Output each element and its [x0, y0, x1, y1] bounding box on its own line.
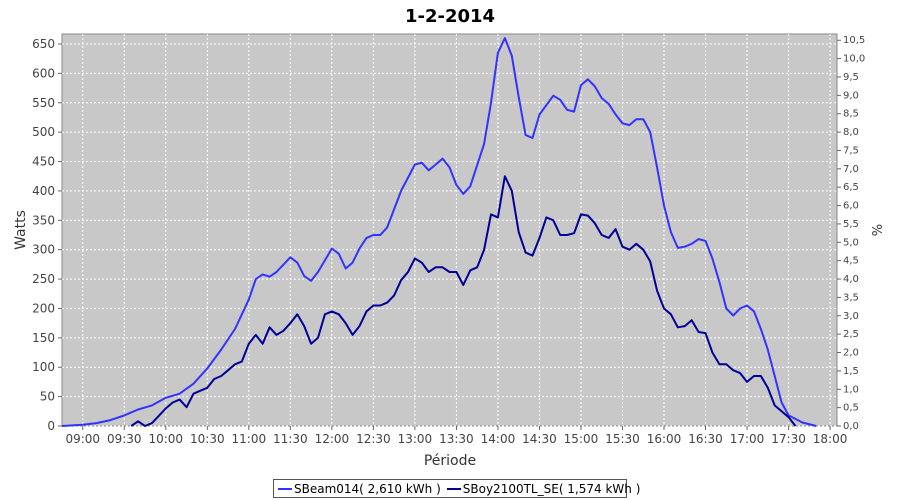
y-tick-label: 600	[32, 66, 55, 80]
y2-tick-label: 9,0	[843, 90, 859, 101]
legend-label-sboy: SBoy2100TL_SE( 1,574 kWh )	[462, 481, 641, 496]
y-tick-label: 300	[32, 243, 55, 257]
x-axis: 09:00 09:30 10:00 10:30 11:00 11:30 12:00 12:30…	[65, 426, 847, 446]
plot-area	[61, 33, 838, 427]
y2-tick-label: 7,5	[843, 145, 859, 156]
y-tick-label: 350	[32, 213, 55, 227]
x-tick-label: 15:30	[605, 432, 640, 446]
x-tick-label: 10:00	[148, 432, 183, 446]
x-axis-label: Période	[424, 453, 476, 469]
series-group	[61, 37, 817, 427]
y2-tick-label: 10,0	[843, 54, 865, 65]
y2-tick-label: 2,0	[843, 348, 859, 359]
y-tick-label: 150	[32, 331, 55, 345]
y2-tick-label: 1,0	[843, 384, 859, 395]
series-line-1	[130, 175, 797, 427]
y2-tick-label: 5,5	[843, 219, 859, 230]
x-tick-label: 12:30	[356, 432, 391, 446]
y-axis-label: Watts	[13, 210, 29, 250]
x-tick-label: 14:00	[481, 432, 516, 446]
x-tick-label: 14:30	[522, 432, 557, 446]
y2-tick-label: 6,5	[843, 182, 859, 193]
y2-tick-label: 1,5	[843, 366, 859, 377]
legend-swatch-sboy	[446, 487, 461, 490]
y-tick-label: 650	[32, 37, 55, 51]
legend-label-sbeam: SBeam014( 2,610 kWh )	[294, 481, 441, 496]
y2-tick-label: 3,5	[843, 292, 859, 303]
y-tick-label: 450	[32, 155, 55, 169]
x-tick-label: 11:30	[273, 432, 308, 446]
y2-tick-label: 8,5	[843, 109, 859, 120]
x-tick-label: 18:00	[813, 432, 848, 446]
y2-tick-label: 0,5	[843, 403, 859, 414]
y-tick-label: 100	[32, 360, 55, 374]
y2-tick-label: 4,5	[843, 256, 859, 267]
legend: SBeam014( 2,610 kWh ) SBoy2100TL_SE( 1,5…	[273, 479, 640, 498]
y-tick-label: 50	[40, 390, 55, 404]
y2-tick-label: 7,0	[843, 164, 859, 175]
x-tick-label: 13:00	[398, 432, 433, 446]
y2-tick-label: 6,0	[843, 201, 859, 212]
y-tick-label: 550	[32, 96, 55, 110]
x-tick-label: 10:30	[190, 432, 225, 446]
y-tick-label: 500	[32, 125, 55, 139]
y2-axis-label: %	[871, 224, 886, 236]
y2-tick-label: 10,5	[843, 35, 865, 46]
y2-tick-label: 0,0	[843, 421, 859, 432]
x-tick-label: 16:30	[688, 432, 723, 446]
y-axis: 0 50 100 150 200 250 300 350 400 450 500 550 600 650	[32, 37, 62, 433]
y2-tick-label: 4,0	[843, 274, 859, 285]
y2-tick-label: 5,0	[843, 237, 859, 248]
x-tick-label: 09:00	[65, 432, 100, 446]
y-tick-label: 0	[47, 419, 55, 433]
y-tick-label: 400	[32, 184, 55, 198]
x-tick-label: 13:30	[439, 432, 474, 446]
y2-tick-label: 8,0	[843, 127, 859, 138]
y2-axis: 0,0 0,5 1,0 1,5 2,0 2,5 3,0 3,5 4,0 4,5 5,0 5,5 6,0 6…	[837, 35, 865, 432]
y2-tick-label: 9,5	[843, 72, 859, 83]
y2-tick-label: 3,0	[843, 311, 859, 322]
x-tick-label: 11:00	[232, 432, 267, 446]
x-tick-label: 16:00	[647, 432, 682, 446]
legend-swatch-sbeam	[278, 487, 292, 490]
series-line-0	[61, 37, 817, 427]
y-tick-label: 200	[32, 301, 55, 315]
legend-item-sboy: SBoy2100TL_SE( 1,574 kWh )	[446, 481, 641, 496]
legend-item-sbeam: SBeam014( 2,610 kWh )	[278, 482, 441, 496]
x-tick-label: 15:00	[564, 432, 599, 446]
x-tick-label: 17:30	[771, 432, 806, 446]
x-tick-label: 12:00	[315, 432, 350, 446]
chart-title: 1-2-2014	[405, 6, 495, 27]
y-tick-label: 250	[32, 272, 55, 286]
y2-tick-label: 2,5	[843, 329, 859, 340]
x-tick-label: 17:00	[730, 432, 765, 446]
x-tick-label: 09:30	[107, 432, 142, 446]
